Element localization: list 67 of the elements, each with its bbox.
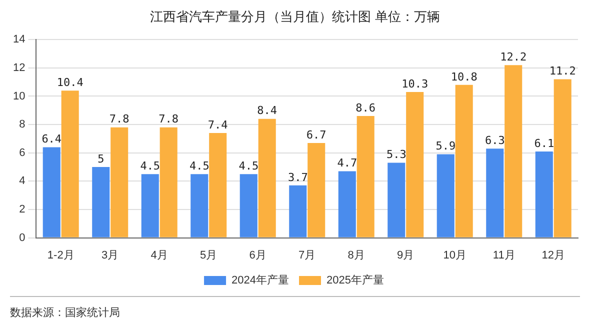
bar: [486, 148, 504, 238]
data-label: 5.9: [436, 140, 456, 153]
y-tick-label: 2: [19, 204, 26, 216]
data-label: 6.1: [534, 136, 554, 150]
data-label: 4.5: [238, 159, 259, 172]
data-label: 11.2: [549, 64, 576, 78]
x-tick-label: 12月: [542, 249, 565, 262]
bar: [160, 127, 178, 238]
y-tick-label: 14: [12, 34, 26, 46]
x-tick-label: 4月: [150, 249, 168, 262]
bar: [406, 92, 424, 238]
x-tick-label: 8月: [348, 249, 365, 262]
data-label: 4.7: [337, 156, 358, 170]
bar: [535, 151, 553, 238]
bar: [308, 142, 326, 238]
bar: [258, 118, 276, 238]
bar: [338, 171, 356, 238]
x-tick-label: 10月: [443, 249, 466, 262]
x-tick-label: 11月: [492, 249, 516, 262]
bar: [42, 147, 60, 238]
bar: [356, 116, 374, 238]
data-label: 7.4: [208, 118, 228, 132]
bar: [240, 174, 258, 238]
bar: [436, 154, 454, 238]
data-label: 5.3: [386, 148, 406, 162]
chart-title: 江西省汽车产量分月（当月值）统计图 单位：万辆: [148, 9, 442, 26]
data-label: 10.3: [402, 77, 428, 90]
y-tick-label: 0: [19, 232, 26, 244]
bar: [209, 133, 227, 238]
data-label: 3.7: [288, 170, 308, 184]
data-label: 5: [98, 152, 104, 166]
x-tick-label: 9月: [397, 249, 414, 262]
bar: [455, 84, 473, 238]
y-tick-label: 4: [19, 175, 26, 188]
bar: [190, 174, 208, 238]
y-tick-label: 8: [19, 118, 26, 131]
bar: [61, 90, 79, 238]
bar: [92, 167, 110, 238]
data-label: 8.4: [257, 104, 278, 118]
data-label: 10.8: [450, 70, 478, 84]
data-label: 4.5: [189, 159, 210, 172]
bar: [289, 185, 307, 238]
data-label: 8.6: [356, 101, 376, 114]
data-label: 12.2: [500, 50, 527, 64]
y-tick-label: 6: [19, 146, 26, 159]
data-label: 7.8: [158, 112, 179, 126]
bar: [504, 65, 522, 238]
x-tick-label: 3月: [102, 249, 119, 262]
data-label: 7.8: [109, 112, 130, 126]
x-tick-label: 7月: [298, 249, 316, 262]
x-tick-label: 1-2月: [47, 249, 74, 262]
bar: [110, 127, 128, 238]
legend-label: 2025年产量: [326, 274, 384, 287]
legend-label: 2024年产量: [232, 274, 290, 287]
data-label: 6.4: [42, 132, 62, 146]
bar: [388, 162, 406, 238]
x-tick-label: 5月: [200, 249, 218, 262]
y-tick-label: 10: [12, 90, 26, 102]
data-label: 4.5: [140, 159, 160, 172]
data-label: 6.7: [306, 128, 326, 142]
y-tick-label: 12: [12, 62, 26, 74]
bar: [554, 79, 572, 238]
data-label: 10.4: [56, 76, 84, 89]
source-note: 数据来源：国家统计局: [10, 296, 580, 320]
x-tick-label: 6月: [249, 249, 266, 262]
data-label: 6.3: [484, 134, 505, 147]
bar: [141, 174, 159, 238]
